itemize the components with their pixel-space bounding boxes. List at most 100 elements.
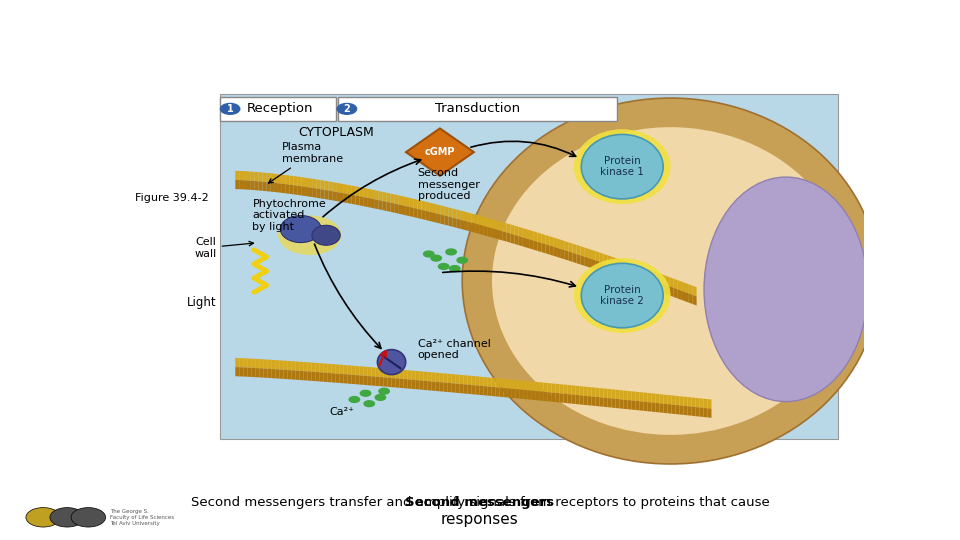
Polygon shape [412,380,416,389]
Polygon shape [495,387,499,397]
Polygon shape [488,387,492,396]
Polygon shape [248,359,252,368]
Polygon shape [511,225,515,235]
Polygon shape [639,392,643,402]
Polygon shape [596,260,600,271]
Polygon shape [647,402,652,411]
Polygon shape [395,194,398,204]
Polygon shape [572,244,576,254]
Polygon shape [547,383,551,393]
Polygon shape [421,201,425,211]
Circle shape [349,396,360,402]
Polygon shape [523,381,527,390]
Text: 2: 2 [344,104,350,114]
Polygon shape [652,402,656,412]
Polygon shape [300,371,303,380]
Polygon shape [549,245,553,256]
Polygon shape [433,204,437,214]
Polygon shape [348,185,351,195]
Polygon shape [571,386,575,395]
Polygon shape [296,370,300,380]
Text: Second messengers: Second messengers [405,496,555,509]
Polygon shape [372,376,375,386]
Polygon shape [608,265,612,275]
Polygon shape [460,375,464,384]
Polygon shape [270,183,275,192]
Polygon shape [440,373,444,382]
Polygon shape [252,368,255,377]
Polygon shape [235,171,239,180]
Polygon shape [440,382,444,392]
Polygon shape [508,388,512,398]
Polygon shape [433,213,437,223]
Polygon shape [564,394,567,403]
Polygon shape [480,225,484,235]
Polygon shape [572,253,576,263]
Polygon shape [348,194,351,204]
Polygon shape [534,232,538,242]
Polygon shape [518,227,522,237]
Polygon shape [320,372,324,382]
Polygon shape [488,377,492,387]
Polygon shape [669,277,673,288]
Polygon shape [431,372,436,382]
Polygon shape [681,291,685,301]
Polygon shape [687,397,691,407]
Polygon shape [396,369,399,379]
Circle shape [423,251,434,257]
Polygon shape [684,396,687,406]
Polygon shape [451,374,455,383]
Polygon shape [479,386,484,395]
Polygon shape [363,197,367,207]
Polygon shape [671,395,676,405]
Polygon shape [646,278,650,288]
Polygon shape [695,407,700,416]
Polygon shape [673,279,677,289]
Polygon shape [684,406,687,415]
Text: Protein
kinase 2: Protein kinase 2 [600,285,644,306]
Polygon shape [239,367,243,376]
Polygon shape [693,295,697,306]
Polygon shape [301,177,305,187]
Polygon shape [286,175,290,185]
Polygon shape [507,233,511,243]
Polygon shape [515,235,518,245]
Polygon shape [313,179,317,188]
Polygon shape [429,202,433,213]
Polygon shape [452,218,456,228]
Text: Phytochrome
activated
by light: Phytochrome activated by light [252,199,326,232]
Polygon shape [255,368,259,377]
Polygon shape [560,393,564,403]
Polygon shape [418,200,421,210]
Polygon shape [239,171,243,180]
Polygon shape [580,246,585,256]
Polygon shape [676,396,680,406]
Polygon shape [680,406,684,415]
Polygon shape [259,359,263,368]
Polygon shape [685,283,689,293]
Polygon shape [557,248,561,258]
Polygon shape [608,255,612,266]
Polygon shape [615,267,619,278]
Polygon shape [313,188,317,198]
Polygon shape [638,275,642,286]
Polygon shape [512,389,516,398]
Polygon shape [475,224,480,234]
Polygon shape [534,241,538,251]
Polygon shape [488,218,492,228]
Polygon shape [243,171,247,180]
Polygon shape [388,377,392,387]
Circle shape [221,104,240,114]
Text: Light: Light [187,296,217,309]
Polygon shape [331,364,335,374]
Polygon shape [567,394,571,403]
Polygon shape [495,220,499,230]
Polygon shape [667,404,671,414]
Polygon shape [340,184,344,193]
Polygon shape [252,359,255,368]
Polygon shape [585,256,588,267]
Polygon shape [543,383,547,392]
Polygon shape [324,373,327,382]
Polygon shape [307,362,311,372]
Polygon shape [427,372,431,381]
